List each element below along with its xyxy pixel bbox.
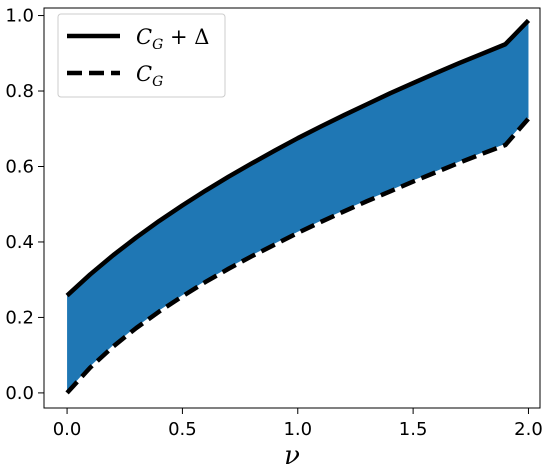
plot-frame [43,7,541,409]
legend: CG + Δ CG [57,13,226,98]
legend-entry-1: CG + Δ [136,25,209,53]
y-tick-label: 0.6 [5,156,34,177]
y-tick-label: 0.0 [5,383,34,404]
x-axis-label: ν [284,441,300,467]
legend-entry-2: CG [136,62,163,90]
x-tick-label: 2.0 [514,419,542,440]
series-lines-layer [65,18,531,395]
x-tick-label: 0.5 [168,419,197,440]
x-tick-label: 0.0 [53,419,82,440]
series-line-0 [65,18,531,298]
x-ticks-layer: 0.0 0.5 1.0 1.5 2.0 [53,408,542,440]
x-tick-label: 1.5 [399,419,428,440]
y-tick-label: 0.2 [5,307,34,328]
fill-band [67,20,529,393]
y-ticks-layer: 0.0 0.2 0.4 0.6 0.8 1.0 [5,6,44,404]
x-tick-label: 1.0 [283,419,312,440]
y-tick-label: 1.0 [5,6,34,27]
y-tick-label: 0.8 [5,81,34,102]
y-tick-label: 0.4 [5,232,34,253]
series-line-1 [65,117,531,395]
fill-band-layer [67,20,529,393]
